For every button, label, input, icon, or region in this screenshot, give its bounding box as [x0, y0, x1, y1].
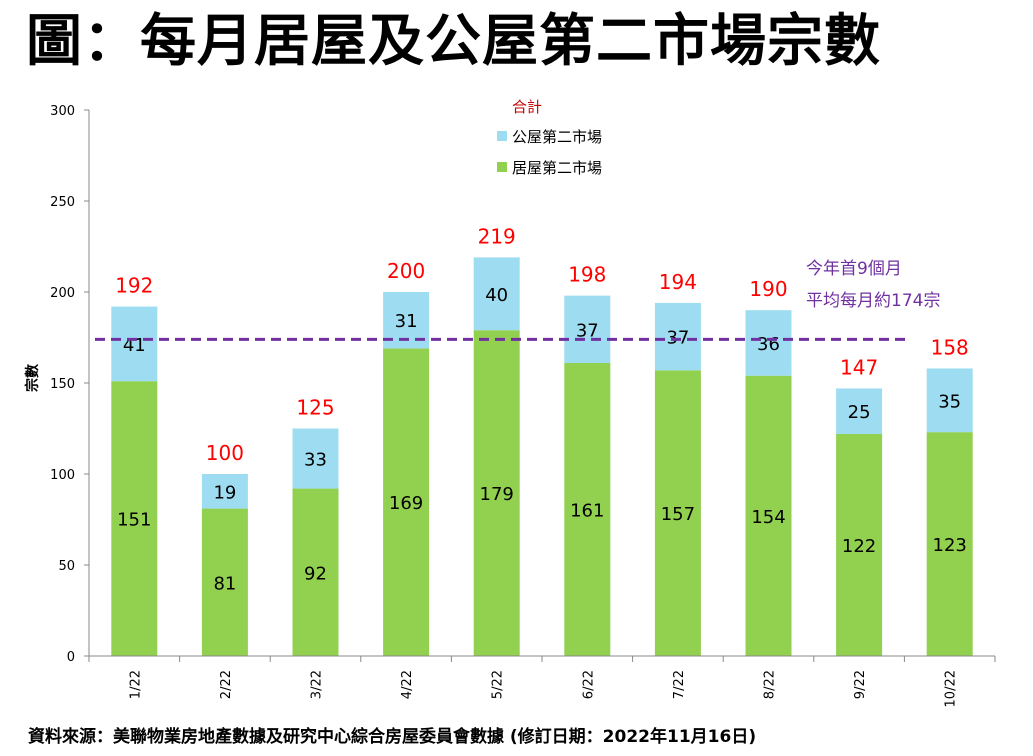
bar-hos-label: 161: [570, 500, 604, 521]
bar-total-label: 192: [115, 274, 153, 298]
bar-public: [111, 306, 158, 382]
bar-public: [926, 368, 973, 433]
chart: 1514119281191009233125169312001794021916…: [24, 98, 996, 707]
bar-hos-label: 81: [213, 573, 236, 594]
bar-hos-label: 92: [304, 563, 327, 584]
bar-hos: [745, 375, 792, 656]
x-tick-label: 6/22: [581, 670, 596, 699]
x-tick-label: 3/22: [310, 670, 325, 699]
bar-hos-label: 123: [933, 535, 967, 556]
y-tick-label: 50: [58, 559, 75, 574]
bar-hos: [201, 508, 248, 656]
legend-label-public: 公屋第二市場: [512, 128, 602, 146]
bar-hos: [473, 330, 520, 656]
bar-total-label: 200: [387, 259, 425, 283]
legend-swatch-public: [497, 131, 507, 141]
bar-public: [745, 310, 792, 376]
chart-title: 圖：每月居屋及公屋第二市場宗數: [26, 9, 881, 74]
bar-public-label: 37: [576, 320, 599, 341]
legend-label-hos: 居屋第二市場: [512, 159, 602, 177]
y-axis-label: 宗數: [24, 364, 41, 392]
bar-hos: [926, 432, 973, 656]
bar-total-label: 100: [206, 441, 244, 465]
bar-public-label: 31: [395, 311, 418, 332]
bar-total-label: 194: [659, 270, 697, 294]
bar-public: [654, 302, 701, 371]
bar-public: [292, 428, 339, 489]
bar-hos: [654, 370, 701, 656]
bar-hos-label: 151: [117, 510, 151, 531]
average-label-line1: 今年首9個月: [806, 259, 902, 279]
bar-public-label: 35: [938, 391, 961, 412]
chart-axes: 0 50 100 150 200 250 300 1/22 2/22 3/22 4/22 5/22 6/…: [50, 104, 996, 707]
bar-total-label: 219: [478, 224, 516, 248]
bar-hos-label: 122: [842, 536, 876, 557]
bar-public: [201, 474, 248, 509]
bar-public-label: 19: [213, 482, 236, 503]
y-tick-label: 250: [50, 195, 75, 210]
x-tick-label: 4/22: [400, 670, 415, 699]
bar-total-label: 125: [296, 396, 334, 420]
bar-public: [564, 295, 611, 363]
x-tick-label: 5/22: [491, 670, 506, 699]
x-tick-label: 10/22: [944, 670, 959, 707]
source-note: 資料來源：美聯物業房地產數據及研究中心綜合房屋委員會數據 (修訂日期：2022年…: [28, 727, 757, 747]
bar-total-label: 198: [568, 263, 606, 287]
x-tick-label: 2/22: [219, 670, 234, 699]
y-tick-label: 300: [50, 104, 75, 119]
bar-public-label: 36: [757, 334, 780, 355]
bar-hos-label: 179: [480, 484, 514, 505]
x-tick-label: 9/22: [853, 670, 868, 699]
chart-bars: 1514119281191009233125169312001794021916…: [111, 224, 973, 656]
bar-public-label: 25: [848, 402, 871, 423]
bar-hos-label: 169: [389, 493, 423, 514]
y-tick-label: 0: [67, 650, 75, 665]
bar-public-label: 33: [304, 450, 327, 471]
x-tick-label: 7/22: [672, 670, 687, 699]
bar-total-label: 190: [749, 277, 787, 301]
bar-public-label: 40: [485, 285, 508, 306]
bar-public: [836, 388, 883, 434]
bar-public: [473, 257, 520, 331]
bar-total-label: 158: [931, 335, 969, 359]
bar-hos: [292, 488, 339, 656]
bar-hos: [564, 362, 611, 656]
x-tick-label: 1/22: [128, 670, 143, 699]
chart-legend: 合計 公屋第二市場 居屋第二市場: [497, 98, 602, 177]
average-label-line2: 平均每月約174宗: [806, 291, 940, 311]
y-tick-label: 150: [50, 377, 75, 392]
legend-title: 合計: [512, 98, 542, 116]
y-tick-label: 200: [50, 286, 75, 301]
bar-hos-label: 157: [661, 504, 695, 525]
bar-hos-label: 154: [751, 507, 785, 528]
bar-hos: [836, 433, 883, 656]
bar-total-label: 147: [840, 355, 878, 379]
bar-hos: [111, 381, 158, 656]
bar-hos: [383, 348, 430, 656]
x-tick-label: 8/22: [763, 670, 778, 699]
y-tick-label: 100: [50, 468, 75, 483]
legend-swatch-hos: [497, 162, 507, 172]
